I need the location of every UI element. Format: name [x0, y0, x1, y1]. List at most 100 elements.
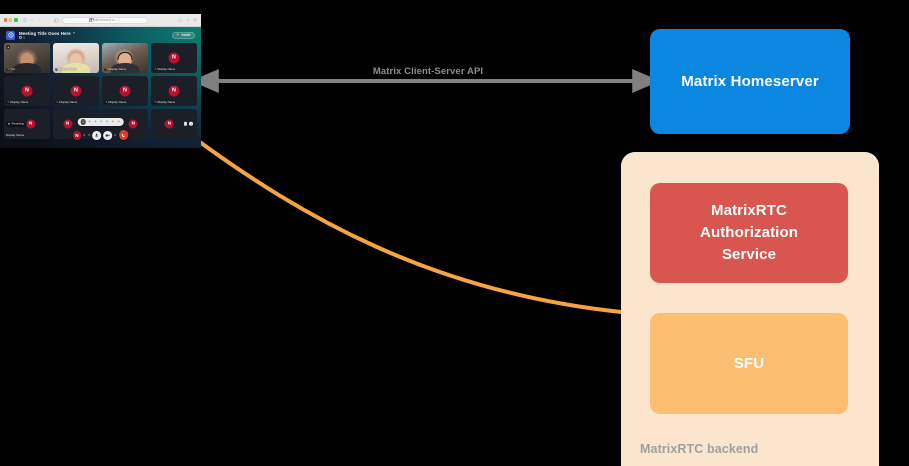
video-call-app: Meeting Title Goes Here 9 Invite — [0, 27, 201, 148]
reload-icon[interactable] — [116, 18, 120, 22]
reactions-bar[interactable]: ✦ ✦ ✦ ✦ ✦ ✦ — [77, 118, 124, 126]
chrome-right-icons[interactable] — [178, 18, 197, 22]
tile-nameplate: Display Name — [55, 100, 77, 104]
chevron-down-icon[interactable] — [72, 32, 75, 34]
mic-on-icon — [6, 67, 10, 71]
headset-shape — [117, 52, 133, 60]
tile-nameplate: Display Name — [104, 67, 126, 71]
curve-matrixrtc-connection — [195, 138, 623, 314]
control-camera-button[interactable] — [103, 130, 112, 140]
reaction-emoji[interactable]: ✦ — [105, 118, 110, 124]
tile-participant-2[interactable]: Display Name — [53, 43, 99, 73]
back-icon[interactable] — [30, 18, 34, 22]
reaction-emoji[interactable]: ✦ — [93, 118, 98, 124]
separator-dot — [88, 134, 91, 137]
arrow-label-matrix-client-server-api: Matrix Client-Server API — [372, 66, 484, 77]
avatar: N — [26, 119, 36, 129]
reaction-emoji[interactable]: ✦ — [99, 118, 104, 124]
video-stream — [53, 43, 99, 73]
person-torso — [13, 63, 41, 73]
screen-share-icon[interactable] — [183, 122, 188, 126]
omnibox-area[interactable]: call.element.io — [53, 16, 148, 24]
screen-share-badges[interactable] — [183, 121, 193, 127]
presenting-label: Presenting — [11, 122, 24, 126]
element-logo-icon — [6, 30, 15, 40]
tile-participant-8[interactable]: N Display Name — [151, 76, 197, 106]
avatar: N — [119, 85, 131, 97]
minimize-window-button[interactable] — [9, 18, 13, 22]
avatar: N — [168, 85, 180, 97]
tile-participant-7[interactable]: N Display Name — [102, 76, 148, 106]
mic-on-icon — [153, 100, 157, 104]
close-window-button[interactable] — [4, 18, 8, 22]
mic-on-icon — [153, 67, 157, 71]
reaction-emoji[interactable]: ✦ — [87, 118, 92, 124]
person-torso — [111, 63, 139, 73]
pin-icon[interactable] — [5, 44, 10, 49]
emoji-icon[interactable] — [80, 119, 86, 125]
presenting-badge: Presenting — [6, 121, 26, 127]
tile-display-name: You — [10, 67, 16, 72]
address-bar-url: call.element.io — [93, 18, 115, 22]
tile-self[interactable]: You — [4, 43, 50, 73]
tile-participant-12[interactable]: N — [151, 109, 197, 139]
browser-window-screenshot: call.element.io — [0, 14, 201, 148]
video-stream — [4, 43, 50, 73]
video-grid: You Display Name — [0, 43, 201, 139]
tile-display-name: Display Name — [10, 100, 29, 105]
participants-icon — [19, 36, 22, 39]
chrome-nav-icons[interactable] — [22, 18, 41, 22]
control-hangup-button[interactable] — [118, 130, 129, 140]
meeting-title[interactable]: Meeting Title Goes Here — [19, 31, 75, 36]
tile-participant-5[interactable]: N Display Name — [4, 76, 50, 106]
avatar[interactable]: N — [72, 130, 82, 140]
node-matrix-homeserver[interactable]: Matrix Homeserver — [650, 29, 850, 134]
node-sfu[interactable]: SFU — [650, 313, 848, 414]
call-control-bar[interactable]: N — [72, 130, 129, 140]
node-matrixrtc-authorization-service[interactable]: MatrixRTC Authorization Service — [650, 183, 848, 283]
video-grid-row: N Display Name N — [4, 76, 197, 106]
mic-on-icon — [55, 67, 59, 71]
reaction-emoji[interactable]: ✦ — [111, 118, 115, 124]
mic-muted-icon — [104, 67, 108, 71]
video-grid-row: You Display Name — [4, 43, 197, 73]
node-label: SFU — [733, 355, 765, 372]
video-stream — [102, 43, 148, 73]
status-dot-icon — [8, 122, 11, 126]
tile-nameplate: You — [6, 67, 15, 71]
tile-participant-3[interactable]: Display Name — [102, 43, 148, 73]
reaction-emoji[interactable]: ✦ — [116, 118, 121, 124]
node-label-line-2: Authorization — [700, 223, 798, 241]
tabs-overview-icon[interactable] — [193, 18, 197, 22]
maximize-window-button[interactable] — [14, 18, 18, 22]
avatar: N — [168, 52, 180, 64]
sidebar-toggle-icon[interactable] — [22, 18, 27, 22]
lock-icon — [88, 17, 94, 22]
call-header-texts: Meeting Title Goes Here 9 — [19, 31, 75, 40]
participant-count: 9 — [19, 36, 75, 40]
tile-display-name: Display Name — [59, 100, 78, 105]
new-tab-icon[interactable] — [186, 18, 190, 22]
participant-count-text: 9 — [23, 35, 25, 40]
avatar: N — [63, 119, 73, 129]
window-traffic-lights[interactable] — [4, 18, 18, 22]
tile-participant-6[interactable]: N Display Name — [53, 76, 99, 106]
tile-display-name: Display Name — [157, 67, 176, 72]
tile-participant-9[interactable]: Presenting N Display Name — [4, 109, 50, 139]
tile-nameplate: Display Name — [153, 100, 175, 104]
control-mic-button[interactable] — [92, 130, 101, 140]
settings-gear-icon[interactable] — [188, 121, 193, 127]
separator-dot — [83, 134, 86, 137]
separator-dot — [114, 134, 117, 137]
reader-view-icon[interactable] — [53, 18, 59, 23]
forward-icon[interactable] — [37, 18, 41, 22]
tile-nameplate: Display Name — [153, 67, 175, 71]
avatar: N — [128, 119, 138, 129]
address-bar[interactable]: call.element.io — [61, 16, 148, 24]
tile-participant-4[interactable]: N Display Name — [151, 43, 197, 73]
node-label: Matrix Homeserver — [681, 73, 819, 90]
avatar: N — [21, 85, 33, 97]
backend-container-caption: MatrixRTC backend — [640, 442, 759, 456]
share-icon[interactable] — [178, 18, 182, 22]
invite-button[interactable]: Invite — [171, 31, 195, 39]
